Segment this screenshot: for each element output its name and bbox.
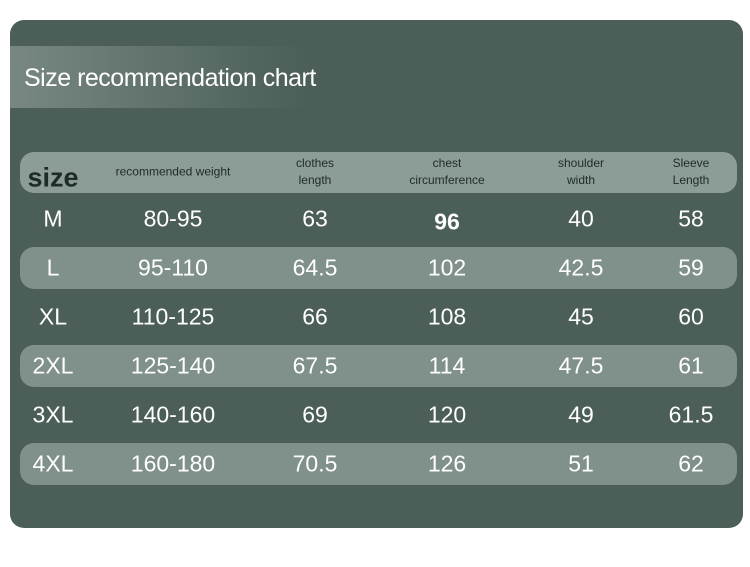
title: Size recommendation chart	[24, 64, 316, 92]
table-cell: 80-95	[143, 205, 203, 232]
table-cell: 42.5	[558, 254, 604, 281]
table-cell: 96	[434, 208, 460, 235]
table-cell: 40	[568, 205, 594, 232]
table-cell: 4XL	[32, 450, 74, 477]
header-cell: clothes length	[295, 156, 335, 187]
table-cell: 3XL	[32, 401, 74, 428]
header-band	[20, 152, 737, 193]
table-cell: 62	[678, 450, 704, 477]
table-cell: 67.5	[292, 352, 338, 379]
header-cell: size	[27, 162, 79, 193]
table-cell: 64.5	[292, 254, 338, 281]
table-cell: 125-140	[130, 352, 216, 379]
table-cell: 120	[427, 401, 467, 428]
header-cell: recommended weight	[115, 164, 231, 179]
table-cell: 108	[427, 303, 467, 330]
table-cell: 102	[427, 254, 467, 281]
table-cell: L	[46, 254, 60, 281]
header-cell: chest circumference	[409, 156, 485, 187]
title-banner	[10, 46, 310, 108]
table-cell: 59	[678, 254, 704, 281]
table-cell: 61	[678, 352, 704, 379]
row-band	[20, 443, 737, 485]
table-cell: M	[43, 205, 63, 232]
table-cell: 63	[302, 205, 328, 232]
table-cell: 69	[302, 401, 328, 428]
row-band	[20, 247, 737, 289]
table-cell: 126	[427, 450, 467, 477]
table-cell: 70.5	[292, 450, 338, 477]
header-cell: shoulder width	[557, 156, 605, 187]
table-cell: 61.5	[668, 401, 714, 428]
table-cell: 110-125	[131, 303, 215, 330]
table-cell: 160-180	[130, 450, 216, 477]
table-cell: 114	[428, 352, 466, 379]
table-cell: XL	[38, 303, 68, 330]
table-cell: 66	[302, 303, 328, 330]
table-cell: 58	[678, 205, 704, 232]
table-cell: 45	[568, 303, 594, 330]
table-cell: 49	[568, 401, 594, 428]
table-cell: 51	[568, 450, 594, 477]
table-cell: 60	[678, 303, 704, 330]
table-cell: 140-160	[130, 401, 216, 428]
row-band	[20, 345, 737, 387]
table-cell: 47.5	[558, 352, 604, 379]
header-cell: Sleeve Length	[672, 156, 710, 187]
table-cell: 95-110	[138, 254, 208, 281]
table-cell: 2XL	[32, 352, 74, 379]
